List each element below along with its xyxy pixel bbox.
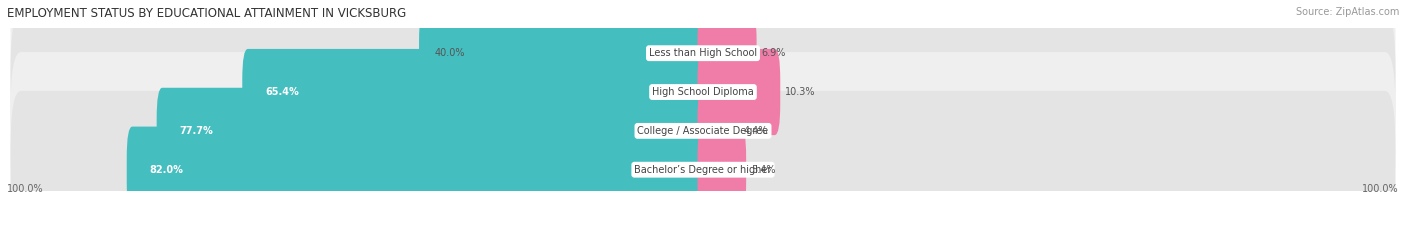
FancyBboxPatch shape (10, 91, 1396, 233)
Text: Bachelor’s Degree or higher: Bachelor’s Degree or higher (634, 165, 772, 175)
FancyBboxPatch shape (697, 10, 756, 96)
Text: EMPLOYMENT STATUS BY EDUCATIONAL ATTAINMENT IN VICKSBURG: EMPLOYMENT STATUS BY EDUCATIONAL ATTAINM… (7, 7, 406, 20)
Text: 40.0%: 40.0% (434, 48, 465, 58)
Text: 4.4%: 4.4% (744, 126, 769, 136)
FancyBboxPatch shape (156, 88, 709, 174)
FancyBboxPatch shape (242, 49, 709, 135)
Text: 6.9%: 6.9% (762, 48, 786, 58)
Text: 5.4%: 5.4% (751, 165, 776, 175)
FancyBboxPatch shape (697, 49, 780, 135)
Text: 65.4%: 65.4% (266, 87, 299, 97)
Text: 100.0%: 100.0% (7, 184, 44, 194)
Text: Source: ZipAtlas.com: Source: ZipAtlas.com (1295, 7, 1399, 17)
FancyBboxPatch shape (10, 52, 1396, 210)
Text: 100.0%: 100.0% (1362, 184, 1399, 194)
FancyBboxPatch shape (697, 127, 747, 213)
FancyBboxPatch shape (419, 10, 709, 96)
Text: High School Diploma: High School Diploma (652, 87, 754, 97)
FancyBboxPatch shape (127, 127, 709, 213)
Text: College / Associate Degree: College / Associate Degree (637, 126, 769, 136)
Text: Less than High School: Less than High School (650, 48, 756, 58)
Text: 77.7%: 77.7% (180, 126, 214, 136)
Text: 10.3%: 10.3% (785, 87, 815, 97)
FancyBboxPatch shape (697, 88, 740, 174)
FancyBboxPatch shape (10, 13, 1396, 171)
FancyBboxPatch shape (10, 0, 1396, 132)
Text: 82.0%: 82.0% (149, 165, 184, 175)
